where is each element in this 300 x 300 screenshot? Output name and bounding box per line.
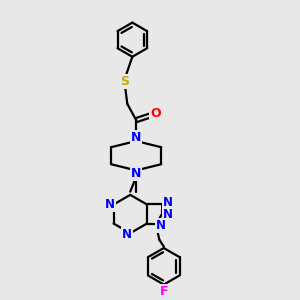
Text: F: F xyxy=(160,284,168,298)
Text: N: N xyxy=(163,196,172,209)
Text: N: N xyxy=(131,131,141,144)
Text: N: N xyxy=(163,208,173,220)
Text: N: N xyxy=(122,228,132,241)
Text: S: S xyxy=(121,75,130,88)
Text: N: N xyxy=(131,167,141,180)
Text: N: N xyxy=(156,219,166,232)
Text: N: N xyxy=(105,198,115,211)
Text: O: O xyxy=(150,107,160,120)
